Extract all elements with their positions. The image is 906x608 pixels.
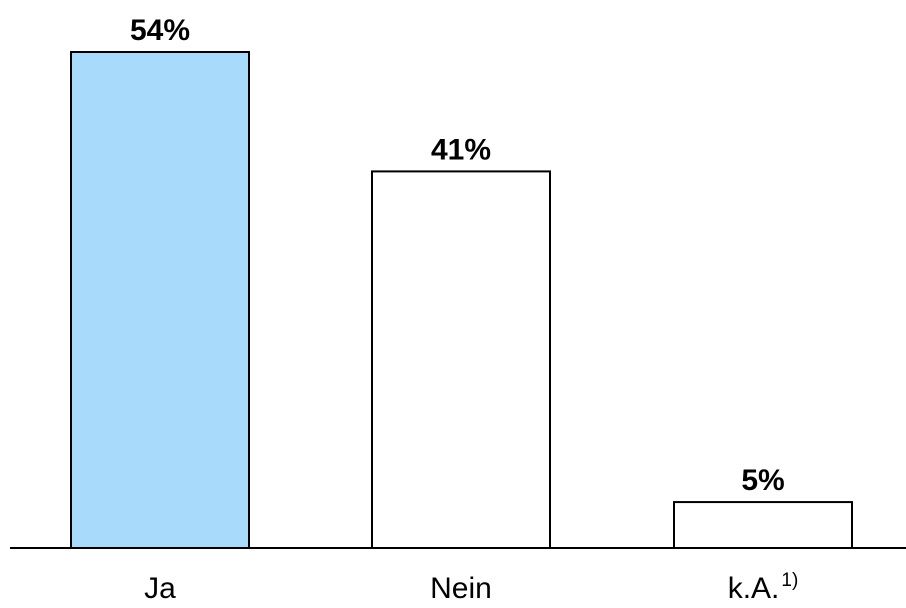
value-label: 54% [130, 14, 190, 47]
category-label: Ja [144, 572, 176, 605]
bars [70, 51, 853, 549]
bar-nein [371, 170, 551, 549]
value-label: 41% [431, 133, 491, 166]
value-labels: 54% 41% 5% [130, 14, 785, 497]
category-label: k.A. 1) [728, 570, 799, 605]
bar-ja [70, 51, 250, 549]
category-labels: Ja Nein k.A. 1) [144, 570, 798, 605]
footnote-marker: 1) [781, 570, 798, 591]
bar-k-a [673, 501, 853, 549]
category-label: Nein [430, 572, 492, 605]
value-label: 5% [741, 464, 784, 497]
